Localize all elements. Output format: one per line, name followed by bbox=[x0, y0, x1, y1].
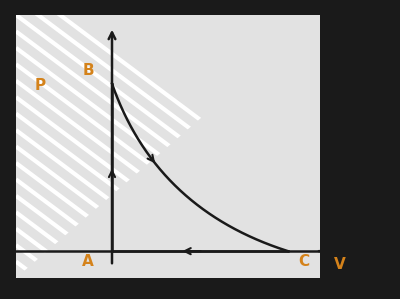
Text: P: P bbox=[34, 78, 46, 93]
Text: B: B bbox=[82, 63, 94, 78]
FancyBboxPatch shape bbox=[16, 15, 320, 278]
Text: A: A bbox=[82, 254, 94, 269]
Text: V: V bbox=[334, 257, 346, 272]
Text: C: C bbox=[298, 254, 310, 269]
